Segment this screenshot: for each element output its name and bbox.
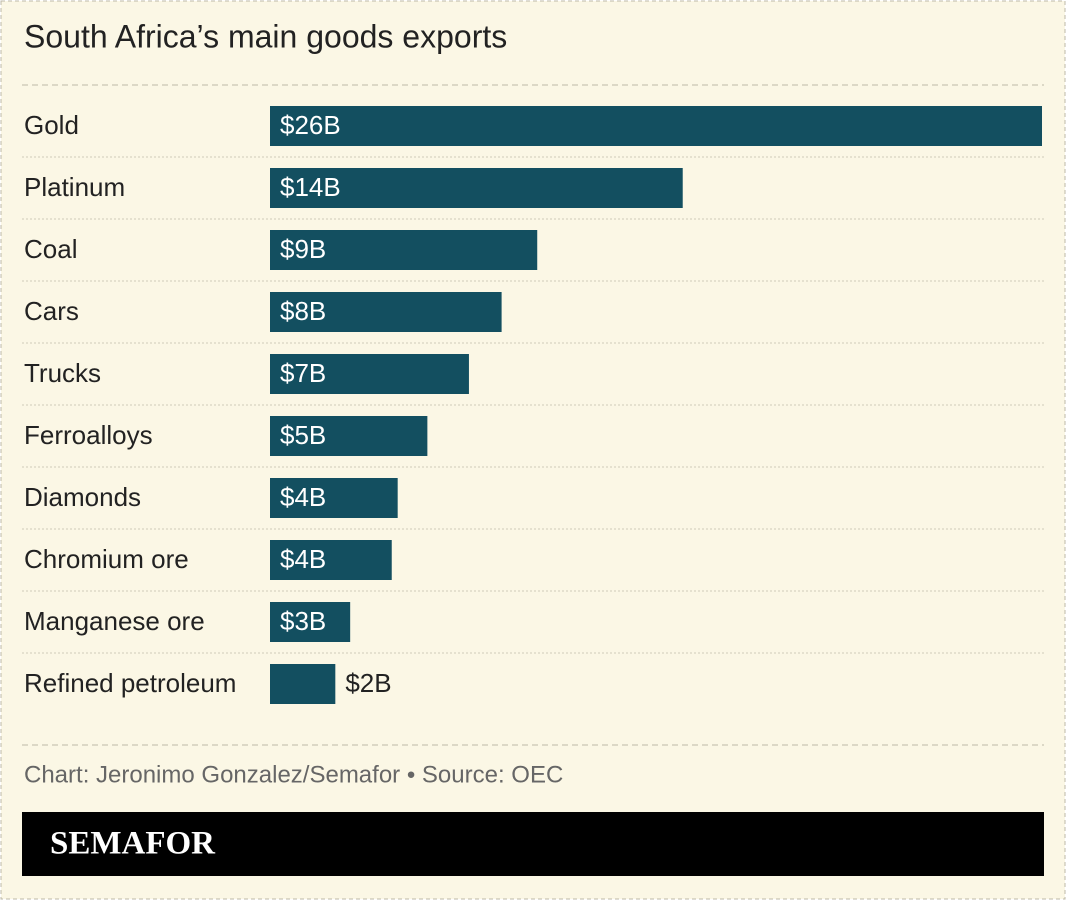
footer-bar: [22, 812, 1044, 876]
bar: [270, 478, 398, 518]
category-label: Diamonds: [24, 482, 141, 512]
bar: [270, 292, 502, 332]
bar: [270, 416, 428, 456]
value-label: $7B: [280, 358, 326, 388]
bar: [270, 168, 683, 208]
value-label: $2B: [345, 668, 391, 698]
category-label: Trucks: [24, 358, 101, 388]
category-label: Platinum: [24, 172, 125, 202]
bar: [270, 602, 351, 642]
category-label: Cars: [24, 296, 79, 326]
value-label: $14B: [280, 172, 341, 202]
category-label: Gold: [24, 110, 79, 140]
value-label: $4B: [280, 482, 326, 512]
bar: [270, 106, 1042, 146]
value-label: $5B: [280, 420, 326, 450]
value-label: $9B: [280, 234, 326, 264]
category-label: Manganese ore: [24, 606, 205, 636]
category-label: Ferroalloys: [24, 420, 153, 450]
value-label: $26B: [280, 110, 341, 140]
bar: [270, 540, 392, 580]
source-note: Chart: Jeronimo Gonzalez/Semafor • Sourc…: [24, 761, 563, 788]
category-label: Chromium ore: [24, 544, 189, 574]
value-label: $3B: [280, 606, 326, 636]
bar: [270, 664, 336, 704]
category-label: Refined petroleum: [24, 668, 236, 698]
value-label: $4B: [280, 544, 326, 574]
bar: [270, 230, 538, 270]
value-label: $8B: [280, 296, 326, 326]
category-label: Coal: [24, 234, 77, 264]
logo: SEMAFOR: [50, 826, 216, 862]
bar: [270, 354, 469, 394]
chart-title: South Africa’s main goods exports: [24, 18, 507, 54]
